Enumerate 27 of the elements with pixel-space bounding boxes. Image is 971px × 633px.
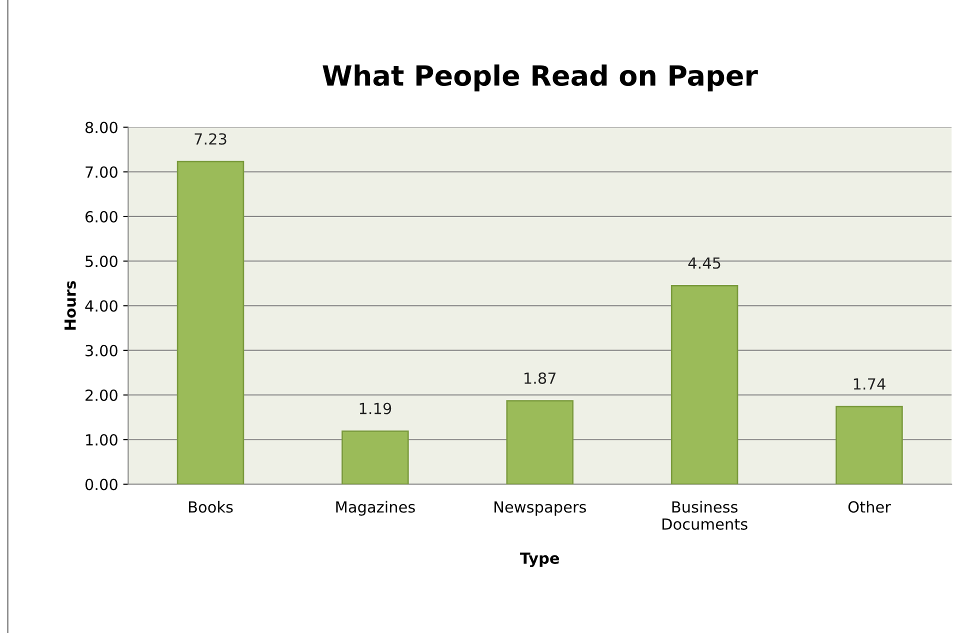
data-label: 1.87 [524,372,556,384]
x-tick-label: Other [848,500,891,513]
y-axis-title: Hours [64,281,76,330]
x-tick-label: Business Documents [662,500,748,530]
bar [176,160,244,484]
data-label: 7.23 [194,133,226,145]
y-tick-label: 3.00 [86,344,118,356]
y-tick-label: 0.00 [85,478,118,490]
y-tick-label: 1.00 [86,434,118,446]
x-tick-label: Magazines [336,500,415,516]
x-axis-title: Type [520,552,560,568]
y-tick-label: 5.00 [86,256,118,268]
bar [506,400,574,484]
bar [836,406,903,484]
y-tick-label: 6.00 [86,210,118,223]
bar [670,284,738,484]
y-tick-label: 7.00 [86,166,118,178]
y-tick-label: 8.00 [85,122,118,134]
y-tick-label: 4.00 [85,300,118,312]
x-tick-label: Books [189,500,233,513]
x-tick-label: Newspapers [494,501,586,516]
data-label: 1.74 [854,378,886,390]
data-label: 1.19 [360,402,392,414]
chart-title: What People Read on Paper [322,64,758,92]
y-tick-label: 2.00 [86,389,118,402]
bar [342,430,409,484]
data-label: 4.45 [688,257,720,269]
